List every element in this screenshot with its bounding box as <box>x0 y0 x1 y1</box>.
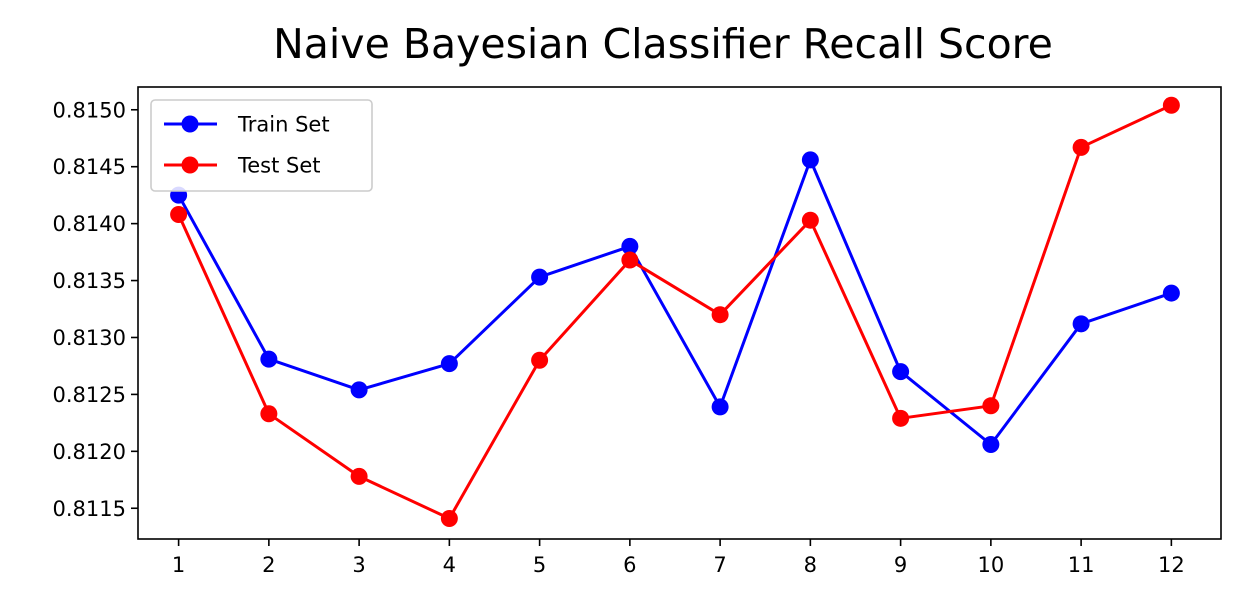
data-point <box>440 355 458 373</box>
series-layer <box>170 96 1180 528</box>
x-tick-label: 7 <box>713 553 726 577</box>
data-point <box>1162 96 1180 114</box>
data-point <box>711 306 729 324</box>
data-point <box>1162 284 1180 302</box>
y-tick-label: 0.8130 <box>53 326 126 350</box>
data-point <box>982 397 1000 415</box>
data-point <box>1072 138 1090 156</box>
y-tick-label: 0.8135 <box>53 269 126 293</box>
data-point <box>170 206 188 224</box>
data-point <box>350 467 368 485</box>
x-tick-label: 10 <box>977 553 1004 577</box>
data-point <box>260 350 278 368</box>
data-point <box>621 251 639 269</box>
x-tick-label: 12 <box>1158 553 1185 577</box>
y-tick-label: 0.8125 <box>53 383 126 407</box>
data-point <box>1072 315 1090 333</box>
series-line <box>177 158 1172 446</box>
series-0 <box>170 151 1180 454</box>
legend-label: Test Set <box>237 154 321 178</box>
data-point <box>982 436 1000 454</box>
data-point <box>621 237 639 255</box>
legend-item-0: Train Set <box>164 113 330 137</box>
x-tick-label: 2 <box>262 553 275 577</box>
legend-marker <box>181 156 199 174</box>
legend-label: Train Set <box>237 113 330 137</box>
series-1 <box>170 96 1180 528</box>
x-tick-label: 5 <box>533 553 546 577</box>
y-tick-label: 0.8145 <box>53 155 126 179</box>
data-point <box>531 351 549 369</box>
x-tick-label: 6 <box>623 553 636 577</box>
y-tick-label: 0.8150 <box>53 98 126 122</box>
plot-frame <box>137 86 1222 540</box>
data-point <box>801 211 819 229</box>
data-point <box>440 510 458 528</box>
x-tick-label: 9 <box>894 553 907 577</box>
x-tick-label: 8 <box>804 553 817 577</box>
x-tick-label: 3 <box>352 553 365 577</box>
data-point <box>892 363 910 381</box>
y-tick-label: 0.8120 <box>53 440 126 464</box>
x-tick-label: 11 <box>1068 553 1095 577</box>
series-line <box>177 103 1173 520</box>
data-point <box>801 151 819 169</box>
data-point <box>531 268 549 286</box>
data-point <box>892 409 910 427</box>
chart-title: Naive Bayesian Classifier Recall Score <box>273 20 1053 68</box>
x-tick-label: 1 <box>172 553 185 577</box>
axes-layer: 0.8115 0.8120 0.8125 0.8130 0.8135 0.8140 0.81… <box>53 86 1222 577</box>
data-point <box>350 381 368 399</box>
x-tick-label: 4 <box>443 553 456 577</box>
data-point <box>260 405 278 423</box>
legend-item-1: Test Set <box>164 154 321 178</box>
legend-marker <box>181 115 199 133</box>
legend: Train Set Test Set <box>150 99 373 192</box>
y-tick-label: 0.8115 <box>53 497 126 521</box>
y-tick-label: 0.8140 <box>53 212 126 236</box>
data-point <box>711 398 729 416</box>
